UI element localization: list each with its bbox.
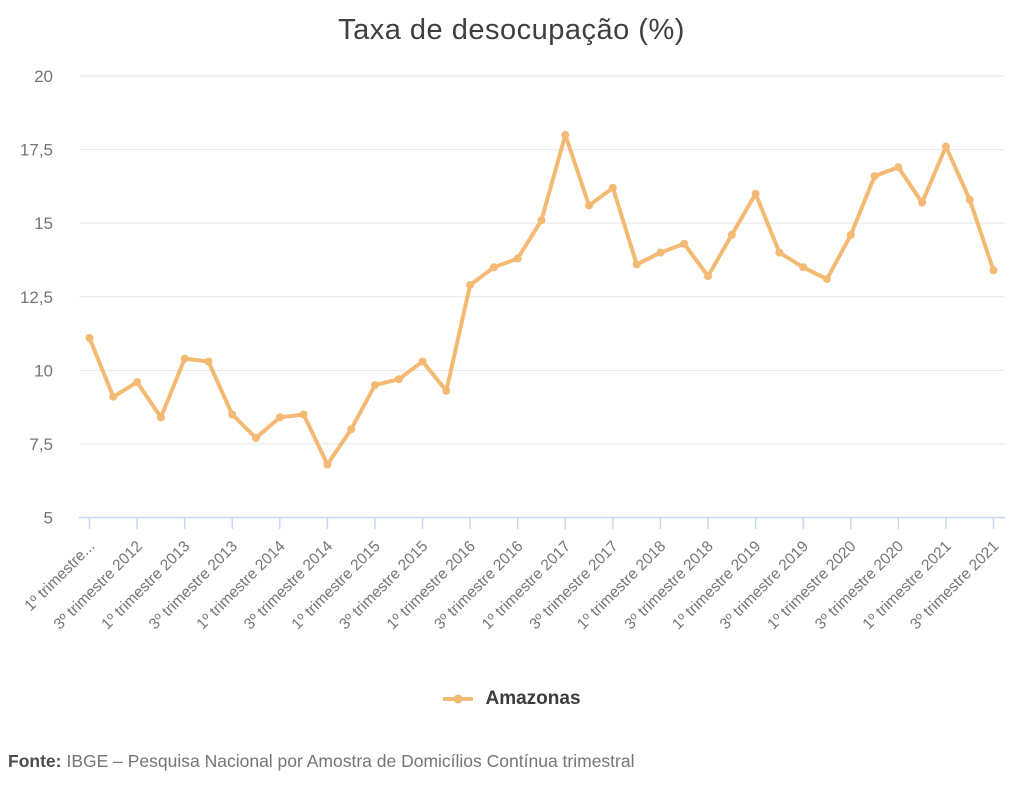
data-point-marker[interactable] — [894, 163, 903, 172]
x-axis-tick-label: 3º trimestre 2021 — [907, 538, 1002, 633]
x-axis-tick-label: 1º trimestre 2014 — [193, 538, 288, 633]
x-axis-tick-label: 1º trimestre 2021 — [860, 538, 955, 633]
data-point-marker[interactable] — [585, 201, 594, 210]
x-axis-tick-label: 3º trimestre 2019 — [717, 538, 812, 633]
data-point-marker[interactable] — [513, 254, 522, 263]
legend-series-label: Amazonas — [485, 688, 581, 709]
y-axis-tick-label: 10 — [34, 361, 53, 380]
data-point-marker[interactable] — [846, 230, 855, 239]
data-point-marker[interactable] — [656, 248, 665, 257]
data-point-marker[interactable] — [680, 239, 689, 248]
data-point-marker[interactable] — [204, 357, 213, 366]
data-point-marker[interactable] — [989, 266, 998, 275]
data-point-marker[interactable] — [418, 357, 427, 366]
x-axis-tick-label: 1º trimestre 2020 — [764, 538, 859, 633]
source-footer: Fonte: IBGE – Pesquisa Nacional por Amost… — [8, 751, 635, 772]
y-axis-tick-label: 5 — [44, 509, 53, 528]
data-point-marker[interactable] — [632, 260, 641, 269]
data-point-marker[interactable] — [751, 189, 760, 198]
x-axis-tick-label: 3º trimestre 2014 — [241, 538, 336, 633]
x-axis-tick-label: 3º trimestre 2012 — [51, 538, 146, 633]
x-axis-tick-label: 1º trimestre 2016 — [384, 538, 479, 633]
chart-title: Taxa de desocupação (%) — [338, 14, 685, 46]
data-point-marker[interactable] — [228, 410, 237, 419]
source-label: Fonte: — [8, 751, 62, 771]
data-point-marker[interactable] — [323, 460, 332, 469]
data-point-marker[interactable] — [109, 392, 118, 401]
data-point-marker[interactable] — [704, 272, 712, 281]
data-point-marker[interactable] — [156, 413, 165, 422]
x-axis-tick-label: 1º trimestre 2017 — [479, 538, 574, 633]
series-line-amazonas[interactable] — [87, 132, 996, 467]
x-axis-tick-label: 3º trimestre 2013 — [146, 538, 241, 633]
data-point-marker[interactable] — [823, 275, 831, 284]
data-point-marker[interactable] — [85, 334, 94, 342]
data-point-marker[interactable] — [275, 413, 284, 422]
x-axis-tick-label: 1º trimestre 2013 — [98, 538, 193, 633]
x-axis-tick-label: 3º trimestre 2017 — [526, 538, 621, 633]
data-point-marker[interactable] — [394, 375, 403, 384]
data-point-marker[interactable] — [561, 130, 570, 139]
data-point-marker[interactable] — [466, 281, 475, 289]
data-point-marker[interactable] — [941, 142, 950, 151]
data-point-marker[interactable] — [442, 386, 451, 395]
y-axis-tick-label: 17,5 — [20, 141, 53, 160]
data-point-marker[interactable] — [371, 381, 379, 390]
data-point-marker[interactable] — [775, 248, 784, 257]
legend[interactable]: Amazonas — [0, 688, 1023, 710]
data-point-marker[interactable] — [608, 183, 617, 192]
data-point-marker[interactable] — [347, 425, 356, 434]
y-axis-tick-label: 20 — [34, 67, 53, 86]
data-point-marker[interactable] — [252, 434, 260, 442]
data-point-marker[interactable] — [918, 198, 927, 207]
x-axis-tick-label: 1º trimestre 2019 — [669, 538, 764, 633]
data-point-marker[interactable] — [727, 230, 736, 239]
y-axis-tick-label: 12,5 — [20, 288, 53, 307]
legend-line-marker-icon — [443, 694, 474, 704]
data-point-marker[interactable] — [489, 263, 498, 272]
x-axis-tick-label: 1º trimestre 2018 — [574, 538, 669, 633]
data-point-marker[interactable] — [870, 172, 879, 181]
source-text: IBGE – Pesquisa Nacional por Amostra de … — [66, 751, 635, 771]
x-axis-tick-label: 3º trimestre 2015 — [336, 538, 431, 633]
data-point-marker[interactable] — [180, 354, 189, 363]
x-axis-tick-label: 3º trimestre 2020 — [812, 538, 907, 633]
data-point-marker[interactable] — [299, 410, 308, 419]
data-point-marker[interactable] — [799, 263, 808, 272]
x-axis-tick-label: 3º trimestre 2018 — [622, 538, 717, 633]
y-axis-tick-label: 7,5 — [29, 435, 53, 454]
x-axis-tick-label: 1º trimestre 2015 — [289, 538, 384, 633]
data-point-marker[interactable] — [133, 378, 142, 387]
x-axis-tick-label: 3º trimestre 2016 — [431, 538, 526, 633]
data-point-marker[interactable] — [537, 216, 546, 225]
y-axis-tick-label: 15 — [34, 214, 53, 233]
data-point-marker[interactable] — [965, 195, 974, 204]
